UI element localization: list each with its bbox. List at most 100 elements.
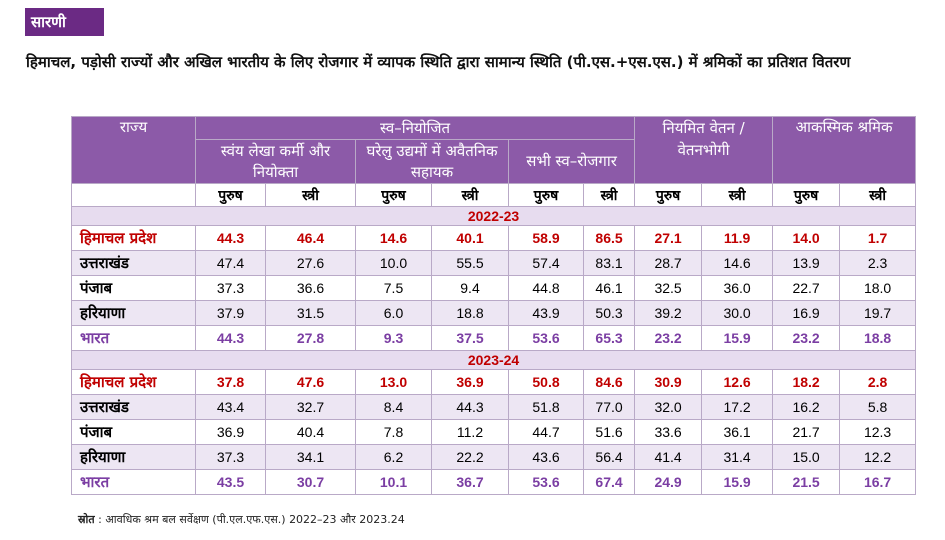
value-cell: 50.3 — [582, 300, 636, 326]
value-cell: 5.8 — [839, 394, 917, 420]
state-name-cell: पंजाब — [71, 419, 196, 445]
employment-table: राज्य स्व–नियोजित नियमित वेतन / वेतनभोगी… — [70, 116, 917, 495]
value-cell: 13.9 — [772, 250, 841, 276]
value-cell: 14.0 — [772, 225, 841, 251]
state-name-cell: उत्तराखंड — [71, 394, 196, 420]
value-cell: 17.2 — [701, 394, 774, 420]
table-row: उत्तराखंड 43.4 32.7 8.4 44.3 51.8 77.0 32.0 17.2… — [71, 394, 917, 420]
state-name-cell: उत्तराखंड — [71, 250, 196, 276]
header-own-account: स्वंय लेखा कर्मी और नियोक्ता — [195, 139, 356, 184]
value-cell: 44.7 — [508, 419, 584, 445]
value-cell: 21.7 — [772, 419, 841, 445]
table-row: हिमाचल प्रदेश 44.3 46.4 14.6 40.1 58.9 86.5 27.… — [71, 225, 917, 251]
table-row: हरियाणा 37.3 34.1 6.2 22.2 43.6 56.4 41.4 31.4 15… — [71, 444, 917, 470]
value-cell: 18.2 — [772, 369, 841, 395]
table-row: पंजाब 36.9 40.4 7.8 11.2 44.7 51.6 33.6 36.1 21.7… — [71, 419, 917, 445]
header-male: पुरुष — [195, 183, 266, 207]
year-band-row: 2022-23 — [70, 206, 917, 226]
value-cell: 58.9 — [508, 225, 584, 251]
year-label: 2022-23 — [70, 206, 917, 226]
header-blank — [71, 183, 196, 207]
value-cell: 9.3 — [355, 325, 432, 351]
value-cell: 16.9 — [772, 300, 841, 326]
header-male: पुरुष — [355, 183, 432, 207]
value-cell: 12.2 — [839, 444, 917, 470]
value-cell: 44.8 — [508, 275, 584, 301]
value-cell: 7.5 — [355, 275, 432, 301]
header-male: पुरुष — [508, 183, 584, 207]
header-casual-labour: आकस्मिक श्रमिक — [772, 116, 917, 184]
value-cell: 21.5 — [772, 469, 841, 495]
state-name-cell: भारत — [71, 325, 196, 351]
value-cell: 24.9 — [634, 469, 703, 495]
value-cell: 32.5 — [634, 275, 703, 301]
value-cell: 32.0 — [634, 394, 703, 420]
source-text: : आवधिक श्रम बल सर्वेक्षण (पी.एल.एफ.एस.)… — [98, 513, 405, 526]
value-cell: 51.8 — [508, 394, 584, 420]
header-male: पुरुष — [634, 183, 703, 207]
state-name-cell: हरियाणा — [71, 300, 196, 326]
state-name-cell: भारत — [71, 469, 196, 495]
value-cell: 27.1 — [634, 225, 703, 251]
value-cell: 84.6 — [582, 369, 636, 395]
year-label: 2023-24 — [70, 350, 917, 370]
header-self-employed: स्व–नियोजित — [194, 116, 636, 140]
state-name-cell: हिमाचल प्रदेश — [71, 225, 196, 251]
value-cell: 36.7 — [431, 469, 509, 495]
value-cell: 15.9 — [701, 469, 774, 495]
value-cell: 1.7 — [839, 225, 917, 251]
value-cell: 51.6 — [582, 419, 636, 445]
table-row: हिमाचल प्रदेश 37.8 47.6 13.0 36.9 50.8 84.6 30.… — [71, 369, 917, 395]
value-cell: 65.3 — [582, 325, 636, 351]
value-cell: 83.1 — [582, 250, 636, 276]
header-female: स्त्री — [582, 183, 636, 207]
value-cell: 47.4 — [195, 250, 266, 276]
value-cell: 56.4 — [582, 444, 636, 470]
value-cell: 16.2 — [772, 394, 841, 420]
value-cell: 43.9 — [508, 300, 584, 326]
value-cell: 27.8 — [265, 325, 356, 351]
header-female: स्त्री — [431, 183, 509, 207]
state-name-cell: हरियाणा — [71, 444, 196, 470]
value-cell: 67.4 — [582, 469, 636, 495]
value-cell: 44.3 — [195, 325, 266, 351]
value-cell: 19.7 — [839, 300, 917, 326]
value-cell: 46.1 — [582, 275, 636, 301]
value-cell: 39.2 — [634, 300, 703, 326]
header-unpaid-helper: घरेलु उद्यमों में अवैतनिक सहायक — [355, 139, 509, 184]
value-cell: 36.1 — [701, 419, 774, 445]
value-cell: 77.0 — [582, 394, 636, 420]
value-cell: 43.4 — [195, 394, 266, 420]
state-name-cell: हिमाचल प्रदेश — [71, 369, 196, 395]
value-cell: 18.8 — [839, 325, 917, 351]
value-cell: 37.8 — [195, 369, 266, 395]
value-cell: 47.6 — [265, 369, 356, 395]
value-cell: 36.0 — [701, 275, 774, 301]
value-cell: 37.3 — [195, 275, 266, 301]
value-cell: 33.6 — [634, 419, 703, 445]
header-state: राज्य — [71, 116, 196, 184]
value-cell: 12.6 — [701, 369, 774, 395]
value-cell: 37.3 — [195, 444, 266, 470]
value-cell: 8.4 — [355, 394, 432, 420]
value-cell: 46.4 — [265, 225, 356, 251]
table-row: भारत 44.3 27.8 9.3 37.5 53.6 65.3 23.2 15.9 23.2 1… — [71, 325, 917, 351]
table-row: भारत 43.5 30.7 10.1 36.7 53.6 67.4 24.9 15.9 21.5… — [71, 469, 917, 495]
header-all-self-employment: सभी स्व–रोजगार — [507, 139, 636, 184]
table-row: उत्तराखंड 47.4 27.6 10.0 55.5 57.4 83.1 28.7 14.… — [71, 250, 917, 276]
value-cell: 37.5 — [431, 325, 509, 351]
value-cell: 22.7 — [772, 275, 841, 301]
header-male: पुरुष — [772, 183, 841, 207]
source-note: स्रोत : आवधिक श्रम बल सर्वेक्षण (पी.एल.ए… — [78, 512, 405, 527]
value-cell: 55.5 — [431, 250, 509, 276]
value-cell: 44.3 — [195, 225, 266, 251]
value-cell: 37.9 — [195, 300, 266, 326]
value-cell: 23.2 — [634, 325, 703, 351]
value-cell: 27.6 — [265, 250, 356, 276]
value-cell: 32.7 — [265, 394, 356, 420]
value-cell: 11.9 — [701, 225, 774, 251]
table-row: पंजाब 37.3 36.6 7.5 9.4 44.8 46.1 32.5 36.0 22.7 1… — [71, 275, 917, 301]
value-cell: 7.8 — [355, 419, 432, 445]
table-title: हिमाचल, पड़ोसी राज्यों और अखिल भारतीय के… — [26, 53, 851, 71]
value-cell: 14.6 — [701, 250, 774, 276]
